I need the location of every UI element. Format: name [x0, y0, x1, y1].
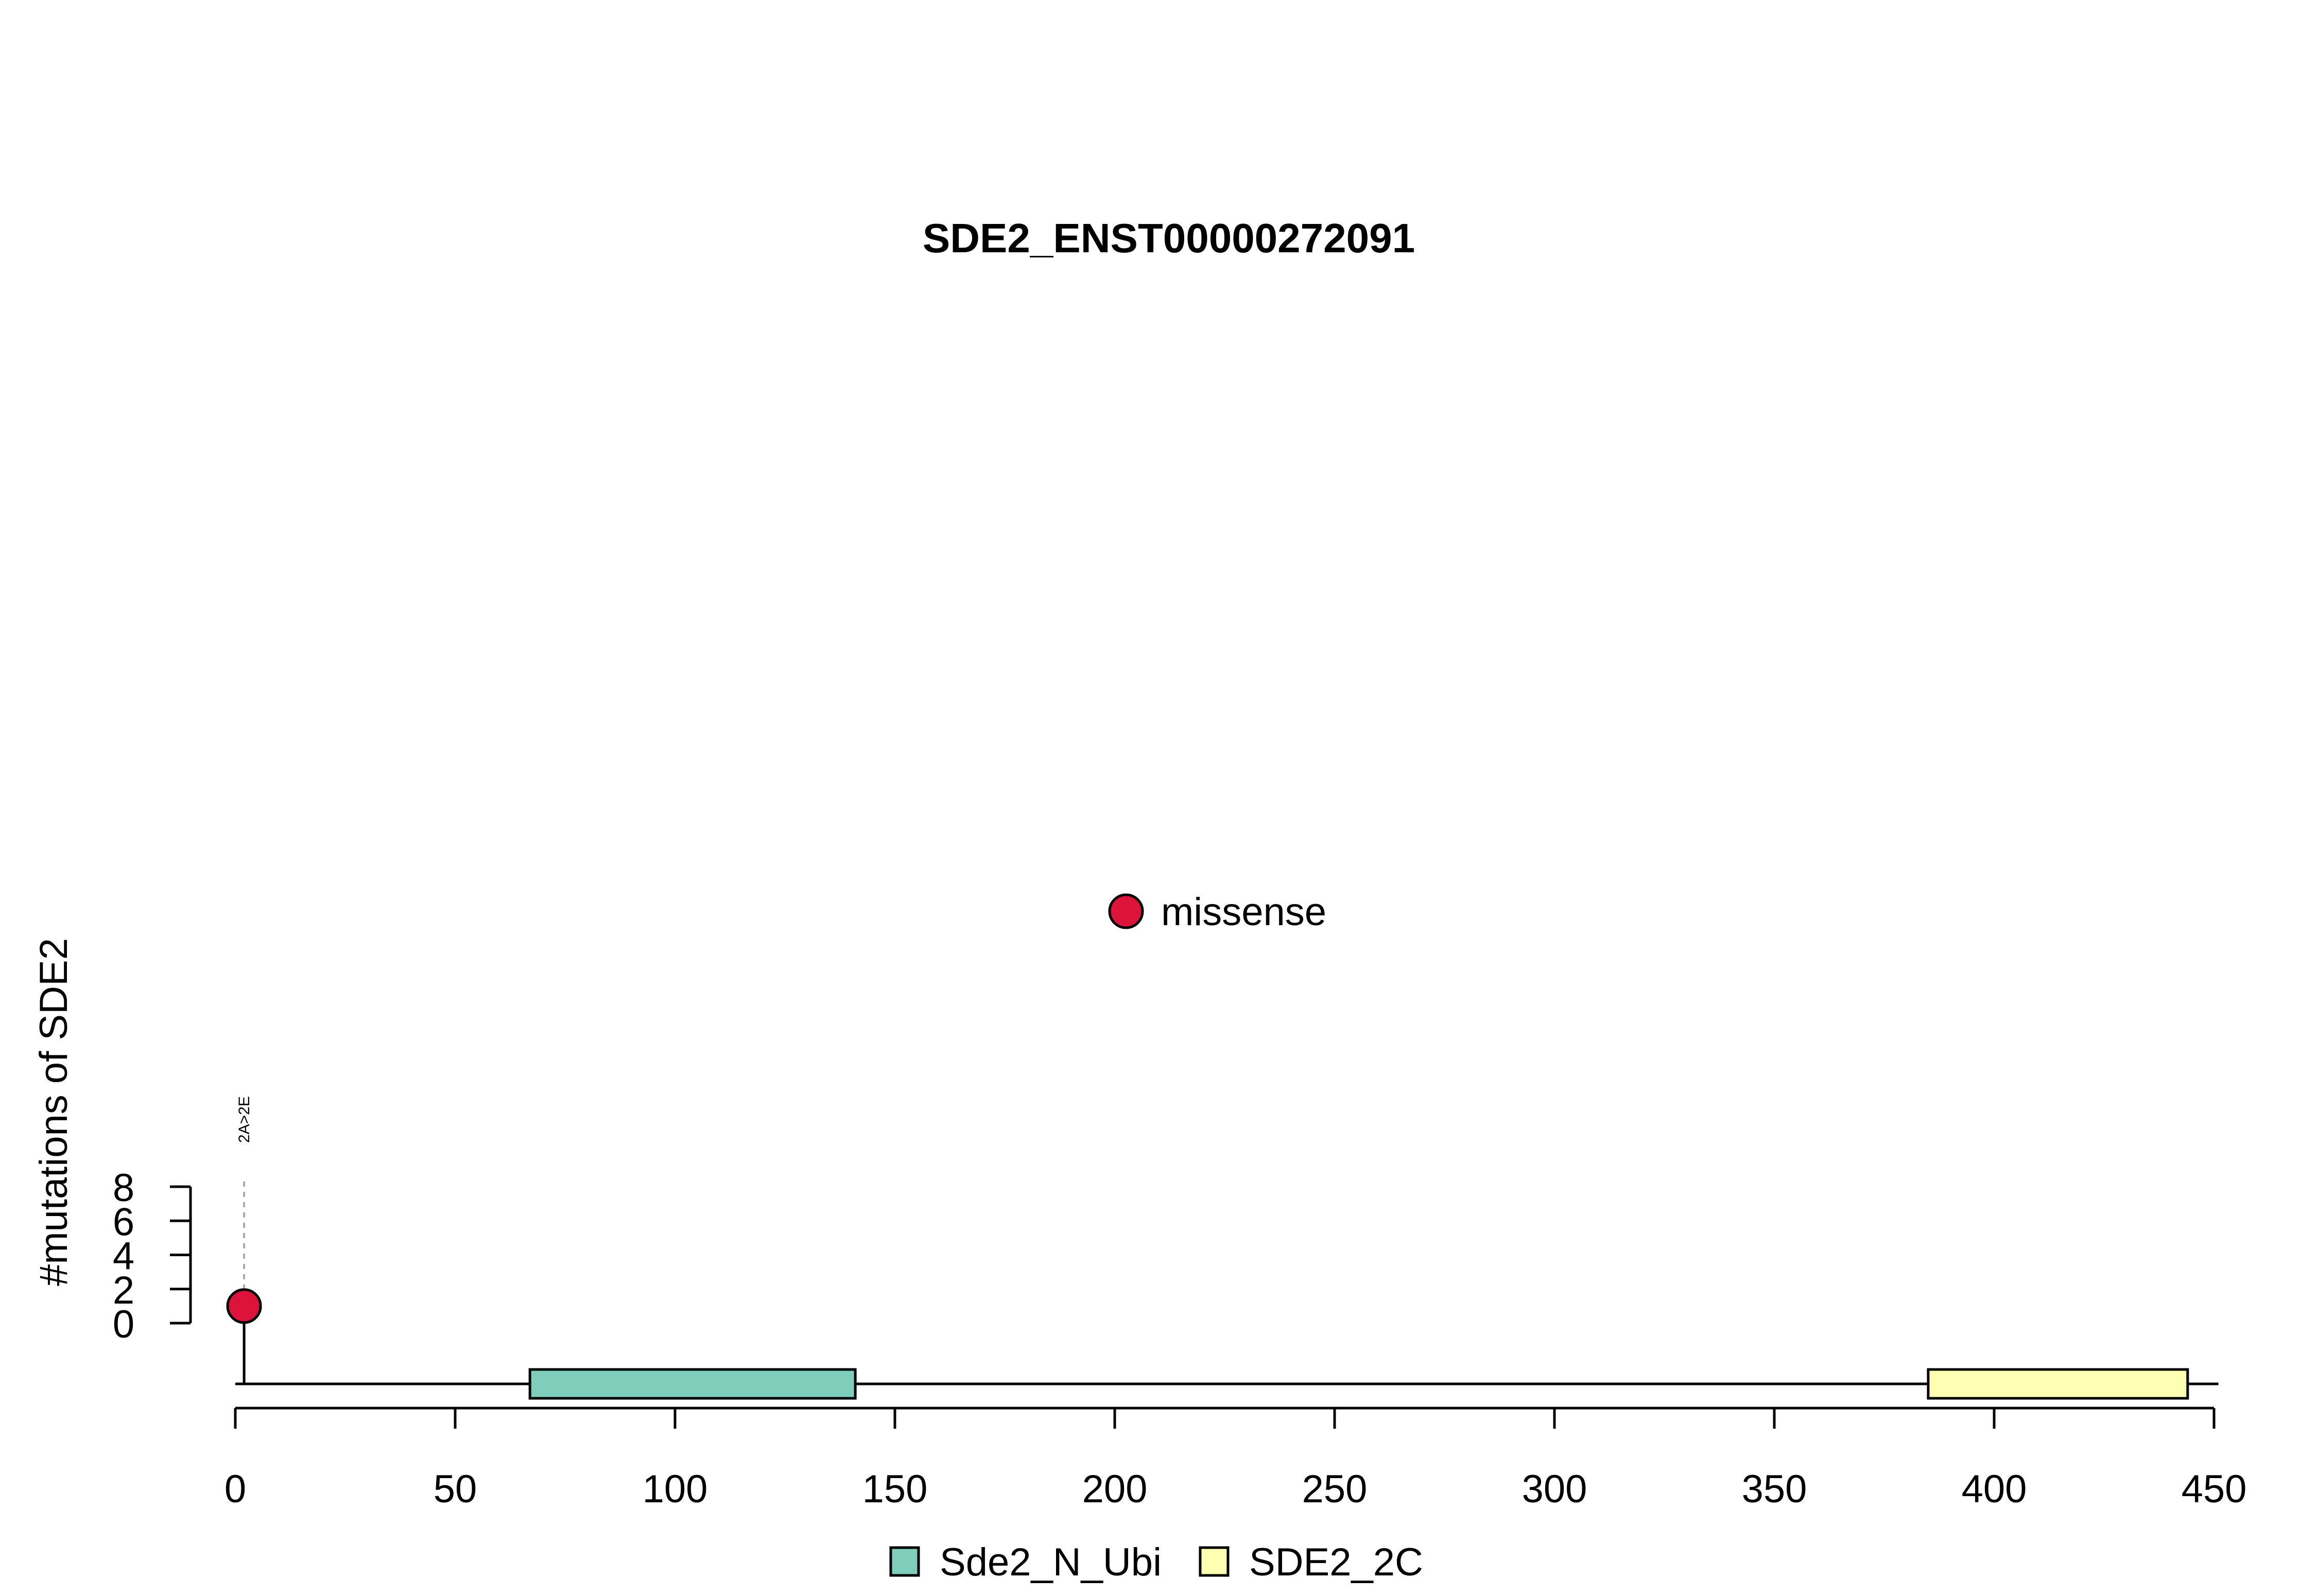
x-tick-label-400: 400: [1962, 1467, 2027, 1511]
x-tick-label-100: 100: [643, 1467, 708, 1511]
y-tick-label-2: 2: [113, 1269, 134, 1312]
legend-label-SDE2_2C: SDE2_2C: [1249, 1540, 1423, 1584]
domain-Sde2_N_Ubi: [528, 1368, 857, 1400]
domain-SDE2_2C: [1927, 1368, 2189, 1400]
x-tick-label-350: 350: [1742, 1467, 1807, 1511]
legend-swatch-SDE2_2C: [1199, 1546, 1230, 1577]
x-tick-label-0: 0: [224, 1467, 246, 1511]
y-tick-label-0: 0: [113, 1303, 134, 1346]
y-tick-label-4: 4: [113, 1235, 134, 1278]
x-tick-label-150: 150: [862, 1467, 928, 1511]
x-tick-label-450: 450: [2182, 1467, 2247, 1511]
x-axis: 0 50 100 150 200 250 300 350 400 450: [224, 1407, 2247, 1511]
x-tick-label-300: 300: [1522, 1467, 1587, 1511]
legend-label-missense: missense: [1161, 890, 1326, 934]
mutation-label-0: 2A>2E: [236, 1096, 253, 1143]
legend-swatch-Sde2_N_Ubi: [889, 1546, 920, 1577]
x-tick-label-250: 250: [1302, 1467, 1368, 1511]
domain-legend: Sde2_N_Ubi SDE2_2C: [889, 1540, 1423, 1584]
y-axis-label: #mutations of SDE2: [32, 938, 76, 1286]
y-tick-label-6: 6: [113, 1200, 134, 1244]
protein-track: [235, 1368, 2219, 1400]
chart-title: SDE2_ENST00000272091: [923, 215, 1415, 261]
legend-label-Sde2_N_Ubi: Sde2_N_Ubi: [940, 1540, 1162, 1584]
mutation-legend: missense: [1108, 890, 1326, 934]
legend-marker-missense: [1108, 893, 1144, 929]
mutation-lollipops: 2A>2E: [226, 1096, 262, 1384]
y-tick-label-8: 8: [113, 1166, 134, 1210]
x-tick-label-200: 200: [1082, 1467, 1148, 1511]
mutation-head-0: [226, 1288, 262, 1324]
x-tick-label-50: 50: [434, 1467, 477, 1511]
